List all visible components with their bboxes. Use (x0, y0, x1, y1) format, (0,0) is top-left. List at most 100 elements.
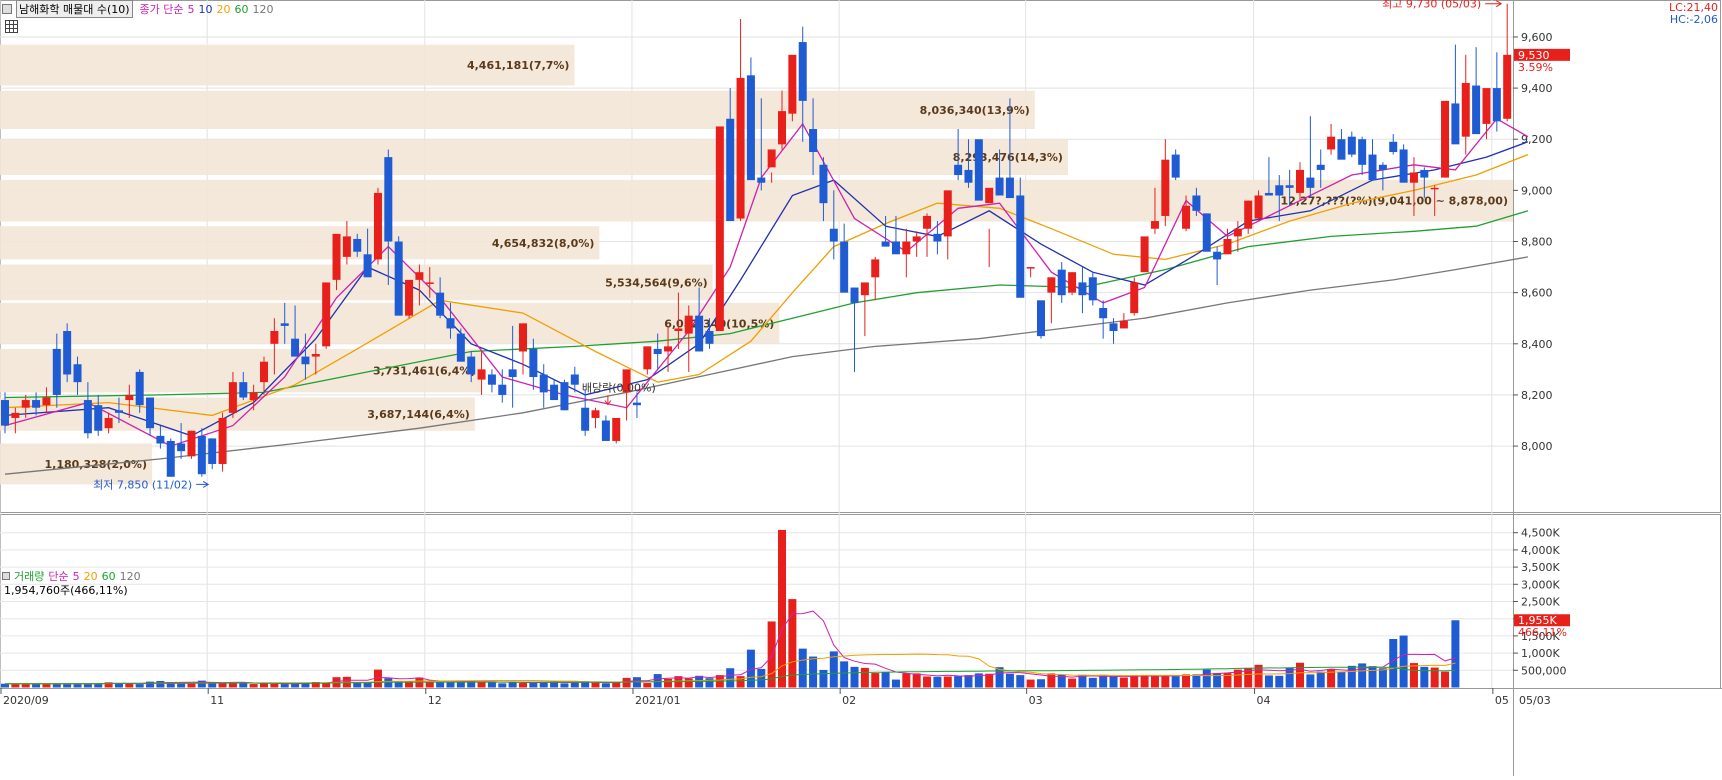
candle-body (1047, 277, 1056, 293)
volume-bar (1099, 674, 1108, 688)
candle-body (363, 254, 372, 278)
volume-bar (187, 683, 196, 688)
grid-table-icon[interactable] (5, 20, 18, 33)
volume-bar (1296, 662, 1304, 688)
volume-profile-label: 3,687,144(6,4%) (367, 408, 470, 421)
candle-body (695, 315, 704, 352)
volume-profile-label: 4,654,832(8,0%) (492, 237, 595, 250)
candle-body (436, 292, 445, 316)
candle-body (726, 118, 735, 222)
candle-body (964, 169, 973, 183)
candle-body (353, 238, 362, 252)
candle-body (684, 315, 693, 334)
volume-bar (249, 684, 258, 688)
volume-bar (529, 682, 538, 688)
volume-bar (1016, 675, 1025, 688)
volume-bar (146, 681, 155, 688)
volume-bar (1264, 675, 1273, 688)
volume-bar (974, 673, 983, 688)
volume-bar (446, 681, 455, 688)
ma-type-label: 종가 단순 (139, 3, 184, 16)
candle-body (477, 369, 486, 380)
volume-bar (1420, 666, 1429, 688)
price-tick-label: 9,400 (1521, 82, 1553, 95)
candle-body (1389, 141, 1398, 153)
candle-body (1223, 238, 1232, 255)
volume-bar (1068, 678, 1077, 688)
candle-body (63, 331, 72, 375)
candle-body (860, 282, 869, 296)
checkbox-icon[interactable] (2, 572, 10, 580)
volume-tick-label: 1,000K (1521, 647, 1560, 660)
volume-bar (995, 667, 1004, 688)
time-tick-label: 12 (428, 694, 442, 707)
volume-bar (809, 656, 818, 688)
volume-bar (767, 621, 776, 688)
volume-bar (1078, 674, 1087, 688)
volume-profile-bar (0, 397, 475, 431)
candle-body (42, 397, 51, 406)
volume-bar (850, 666, 859, 688)
ma10-period: 10 (198, 2, 213, 16)
candle-body (902, 241, 911, 255)
current-price-label: 9,530 (1518, 49, 1550, 62)
time-tick-label: 02 (842, 694, 856, 707)
candle-body (177, 443, 186, 452)
candle-body (871, 259, 880, 278)
volume-bar (1182, 674, 1191, 688)
candle-body (197, 435, 206, 475)
volume-bar (1047, 673, 1056, 688)
volume-bar (208, 682, 217, 688)
candle-body (94, 405, 103, 431)
volume-bar (705, 678, 714, 688)
current-price-tag (1514, 48, 1570, 61)
volume-profile-label: 8,293,476(14,3%) (953, 151, 1063, 164)
candle-body (643, 346, 652, 370)
volume-bar (871, 673, 880, 688)
candle-body (1378, 164, 1387, 170)
volume-bar (1161, 676, 1170, 688)
price-tick-label: 9,600 (1521, 31, 1553, 44)
volume-bar (1130, 675, 1139, 688)
candle-body (1275, 185, 1284, 196)
time-tick-label: 11 (210, 694, 224, 707)
candle-body (943, 190, 952, 237)
candle-body (1140, 236, 1149, 273)
volume-bar (1441, 671, 1450, 688)
candle-body (156, 435, 165, 444)
candle-body (715, 126, 724, 332)
volume-bar (550, 681, 559, 688)
symbol-label[interactable]: 남해화학 매물대 수(10) (16, 0, 133, 18)
candle-body (1327, 136, 1336, 150)
volume-bar (664, 678, 673, 688)
candle-body (114, 410, 123, 413)
volume-bar (166, 681, 175, 688)
candle-body (1068, 272, 1077, 293)
candle-body (373, 192, 382, 260)
volume-bar (1306, 674, 1315, 688)
volume-bar (519, 683, 527, 688)
candle-body (912, 236, 921, 242)
candle-body (891, 241, 900, 255)
candle-body (467, 356, 476, 375)
price-legend: 남해화학 매물대 수(10) 종가 단순 5 10 20 60 120 (2, 0, 274, 18)
volume-bar (1202, 669, 1211, 688)
volume-bar (726, 668, 735, 688)
candle-body (1026, 267, 1035, 269)
volume-bar (891, 679, 900, 688)
volume-bar (1409, 663, 1418, 688)
volume-profile-bar (0, 226, 600, 260)
volume-bar (467, 680, 476, 688)
checkbox-icon[interactable] (2, 4, 12, 14)
volume-bar (1057, 674, 1066, 688)
volume-profile-bar (0, 443, 152, 485)
volume-bar (311, 681, 320, 688)
volume-bar (498, 683, 507, 688)
candle-body (280, 323, 289, 326)
candle-body (840, 241, 849, 293)
volume-bar (156, 680, 165, 688)
candle-body (291, 338, 300, 357)
volume-tick-label: 4,500K (1521, 527, 1560, 540)
candle-body (1264, 192, 1273, 196)
